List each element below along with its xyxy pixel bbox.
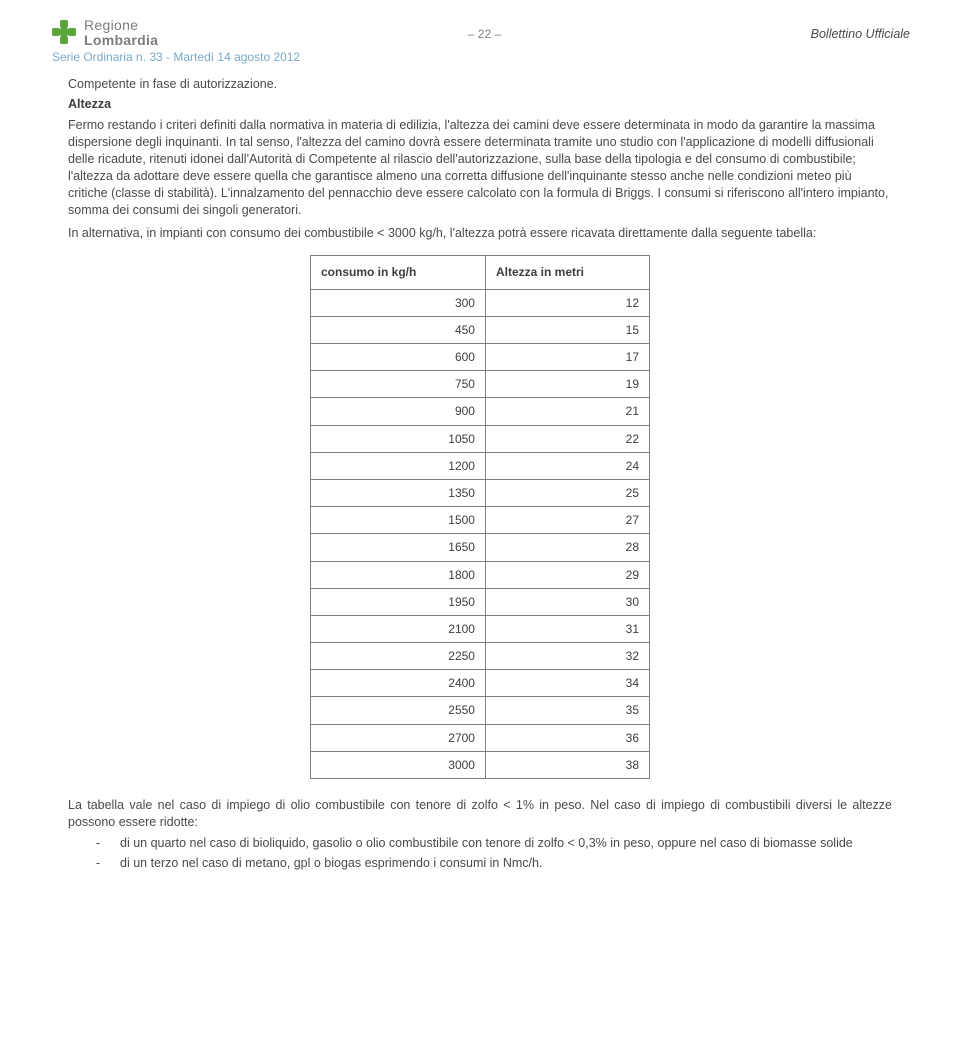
table-cell: 300 (311, 289, 486, 316)
table-cell: 2550 (311, 697, 486, 724)
table-cell: 750 (311, 371, 486, 398)
table-cell: 36 (485, 724, 649, 751)
table-cell: 35 (485, 697, 649, 724)
table-cell: 25 (485, 479, 649, 506)
table-cell: 22 (485, 425, 649, 452)
bullet-text-1: di un quarto nel caso di bioliquido, gas… (120, 835, 892, 852)
table-cell: 2400 (311, 670, 486, 697)
bullet-text-2: di un terzo nel caso di metano, gpl o bi… (120, 855, 892, 872)
table-cell: 1950 (311, 588, 486, 615)
table-cell: 29 (485, 561, 649, 588)
table-cell: 2100 (311, 615, 486, 642)
logo-line1: Regione (84, 18, 158, 33)
table-row: 255035 (311, 697, 650, 724)
table-cell: 21 (485, 398, 649, 425)
table-row: 180029 (311, 561, 650, 588)
table-row: 120024 (311, 452, 650, 479)
table-row: 105022 (311, 425, 650, 452)
table-cell: 1500 (311, 507, 486, 534)
paragraph-competente: Competente in fase di autorizzazione. (68, 76, 892, 93)
table-cell: 2700 (311, 724, 486, 751)
table-cell: 31 (485, 615, 649, 642)
table-cell: 38 (485, 751, 649, 778)
lombardia-plus-icon (50, 18, 78, 46)
bullet-item-1: - di un quarto nel caso di bioliquido, g… (68, 835, 892, 852)
content-area: Competente in fase di autorizzazione. Al… (50, 76, 910, 872)
paragraph-altezza-1: Fermo restando i criteri definiti dalla … (68, 118, 888, 216)
table-cell: 32 (485, 643, 649, 670)
table-cell: 900 (311, 398, 486, 425)
table-cell: 1800 (311, 561, 486, 588)
table-row: 45015 (311, 316, 650, 343)
table-cell: 12 (485, 289, 649, 316)
table-cell: 2250 (311, 643, 486, 670)
table-row: 30012 (311, 289, 650, 316)
bullet-dash-icon: - (96, 835, 120, 852)
table-row: 75019 (311, 371, 650, 398)
table-cell: 1200 (311, 452, 486, 479)
table-cell: 15 (485, 316, 649, 343)
bullet-item-2: - di un terzo nel caso di metano, gpl o … (68, 855, 892, 872)
table-cell: 27 (485, 507, 649, 534)
table-cell: 1350 (311, 479, 486, 506)
page-header: Regione Lombardia – 22 – Bollettino Uffi… (50, 18, 910, 47)
table-row: 240034 (311, 670, 650, 697)
table-cell: 30 (485, 588, 649, 615)
table-row: 165028 (311, 534, 650, 561)
table-row: 225032 (311, 643, 650, 670)
logo: Regione Lombardia (50, 18, 158, 47)
table-header-altezza: Altezza in metri (485, 256, 649, 289)
table-cell: 450 (311, 316, 486, 343)
table-row: 150027 (311, 507, 650, 534)
paragraph-tabella-note: La tabella vale nel caso di impiego di o… (68, 797, 892, 831)
table-cell: 24 (485, 452, 649, 479)
page-number: – 22 – (468, 26, 501, 42)
table-header-row: consumo in kg/h Altezza in metri (311, 256, 650, 289)
table-row: 60017 (311, 344, 650, 371)
paragraph-altezza-alt: In alternativa, in impianti con consumo … (68, 225, 892, 242)
altezza-table: consumo in kg/h Altezza in metri 3001245… (310, 255, 650, 779)
serie-label: Serie Ordinaria n. 33 - Martedì 14 agost… (52, 49, 910, 65)
table-cell: 1050 (311, 425, 486, 452)
table-row: 135025 (311, 479, 650, 506)
table-cell: 17 (485, 344, 649, 371)
table-row: 195030 (311, 588, 650, 615)
table-row: 270036 (311, 724, 650, 751)
table-header-consumo: consumo in kg/h (311, 256, 486, 289)
table-cell: 28 (485, 534, 649, 561)
table-cell: 600 (311, 344, 486, 371)
table-cell: 1650 (311, 534, 486, 561)
table-cell: 34 (485, 670, 649, 697)
table-cell: 3000 (311, 751, 486, 778)
table-row: 300038 (311, 751, 650, 778)
heading-altezza: Altezza (68, 96, 892, 113)
table-row: 90021 (311, 398, 650, 425)
table-cell: 19 (485, 371, 649, 398)
logo-line2: Lombardia (84, 33, 158, 48)
logo-text: Regione Lombardia (84, 18, 158, 47)
bullet-dash-icon: - (96, 855, 120, 872)
table-row: 210031 (311, 615, 650, 642)
bollettino-label: Bollettino Ufficiale (811, 26, 910, 43)
